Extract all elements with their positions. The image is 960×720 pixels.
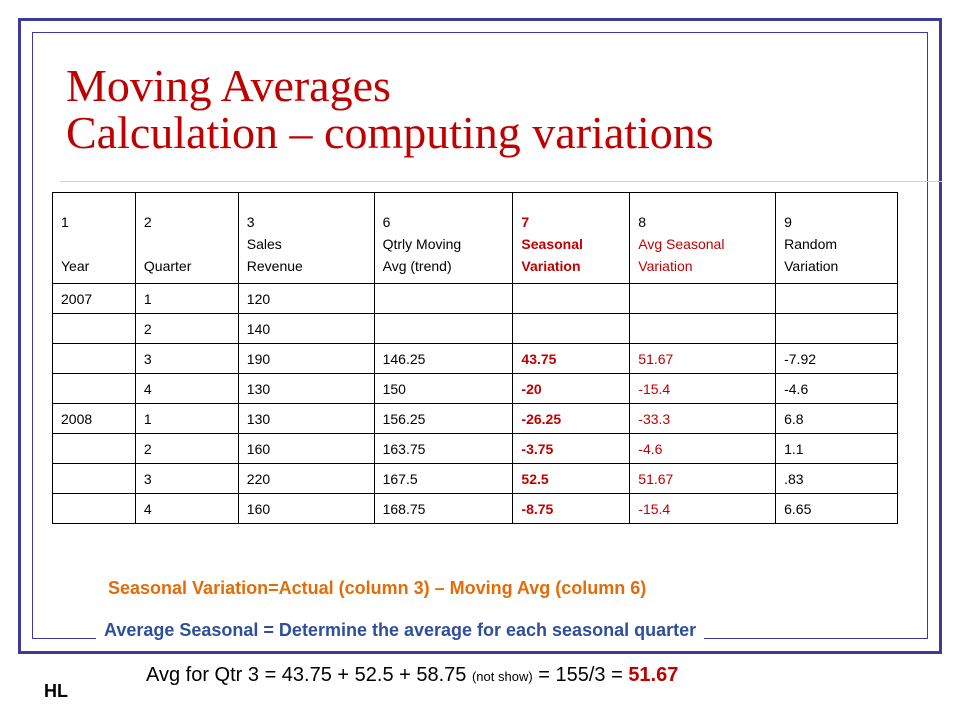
- table-row: 2 140: [52, 313, 898, 344]
- table-header-row: 1 Year 2 Quarter 3 Sales Revenue 6 Qtrly Mo…: [52, 192, 898, 284]
- cell-sales: 160: [237, 433, 375, 464]
- table-row: 2 160 163.75 -3.75 -4.6 1.1: [52, 433, 898, 464]
- cell-moving-avg: 163.75: [373, 433, 514, 464]
- header-seasonal-variation: 7 Seasonal Variation: [512, 192, 631, 284]
- table-row: 4 160 168.75 -8.75 -15.4 6.65: [52, 493, 898, 524]
- cell-random-variation: [775, 313, 898, 344]
- cell-random-variation: -7.92: [775, 343, 898, 374]
- cell-sales: 160: [237, 493, 375, 524]
- cell-moving-avg: 150: [373, 373, 514, 404]
- cell-avg-seasonal-variation: [629, 313, 777, 344]
- cell-sales: 190: [237, 343, 375, 374]
- cell-quarter: 3: [134, 343, 239, 374]
- cell-moving-avg: 146.25: [373, 343, 514, 374]
- table-row: 2008 1 130 156.25 -26.25 -33.3 6.8: [52, 403, 898, 434]
- cell-avg-seasonal-variation: -15.4: [629, 373, 777, 404]
- formula-not-shown: (not show): [471, 669, 533, 684]
- cell-moving-avg: 156.25: [373, 403, 514, 434]
- cell-random-variation: 6.65: [775, 493, 898, 524]
- cell-year: [52, 373, 136, 404]
- seasonal-variation-note: Seasonal Variation=Actual (column 3) – M…: [108, 578, 647, 599]
- cell-random-variation: 6.8: [775, 403, 898, 434]
- variation-table: 1 Year 2 Quarter 3 Sales Revenue 6 Qtrly Mo…: [52, 192, 898, 524]
- header-year: 1 Year: [52, 192, 136, 284]
- formula-middle: = 155/3 =: [532, 664, 629, 686]
- header-moving-avg: 6 Qtrly Moving Avg (trend): [373, 192, 514, 284]
- cell-seasonal-variation: -26.25: [512, 403, 631, 434]
- cell-avg-seasonal-variation: 51.67: [629, 343, 777, 374]
- cell-seasonal-variation: -3.75: [512, 433, 631, 464]
- cell-year: [52, 493, 136, 524]
- formula-result: 51.67: [628, 664, 679, 686]
- cell-year: [52, 343, 136, 374]
- cell-moving-avg: [373, 283, 514, 314]
- cell-quarter: 4: [134, 373, 239, 404]
- table-row: 4 130 150 -20 -15.4 -4.6: [52, 373, 898, 404]
- cell-avg-seasonal-variation: -4.6: [629, 433, 777, 464]
- cell-quarter: 4: [134, 493, 239, 524]
- cell-seasonal-variation: 52.5: [512, 463, 631, 494]
- cell-sales: 130: [237, 373, 375, 404]
- cell-seasonal-variation: -20: [512, 373, 631, 404]
- table-row: 3 220 167.5 52.5 51.67.83: [52, 463, 898, 494]
- cell-random-variation: -4.6: [775, 373, 898, 404]
- cell-quarter: 1: [134, 403, 239, 434]
- qtr3-average-formula: Avg for Qtr 3 = 43.75 + 52.5 + 58.75 (no…: [146, 664, 678, 687]
- title-divider: [60, 181, 942, 182]
- cell-quarter: 2: [134, 313, 239, 344]
- table-row: 3 190 146.25 43.75 51.67 -7.92: [52, 343, 898, 374]
- average-seasonal-note: Average Seasonal = Determine the average…: [96, 620, 705, 641]
- cell-avg-seasonal-variation: -15.4: [629, 493, 777, 524]
- formula-prefix: Avg for Qtr 3 = 43.75 + 52.5 + 58.75: [146, 664, 472, 686]
- cell-avg-seasonal-variation: -33.3: [629, 403, 777, 434]
- cell-seasonal-variation: [512, 283, 631, 314]
- cell-sales: 140: [237, 313, 375, 344]
- cell-moving-avg: [373, 313, 514, 344]
- cell-seasonal-variation: 43.75: [512, 343, 631, 374]
- cell-sales: 120: [237, 283, 375, 314]
- slide-frame-outer: [18, 18, 942, 654]
- cell-year: 2007: [52, 283, 136, 314]
- cell-random-variation: [775, 283, 898, 314]
- cell-year: [52, 463, 136, 494]
- title-line-2: Calculation – computing variations: [66, 107, 714, 158]
- header-quarter: 2 Quarter: [134, 192, 239, 284]
- cell-quarter: 2: [134, 433, 239, 464]
- cell-avg-seasonal-variation: [629, 283, 777, 314]
- cell-avg-seasonal-variation: 51.67: [629, 463, 777, 494]
- cell-year: 2008: [52, 403, 136, 434]
- cell-random-variation: .83: [775, 463, 898, 494]
- cell-moving-avg: 168.75: [373, 493, 514, 524]
- header-sales-revenue: 3 Sales Revenue: [237, 192, 375, 284]
- cell-quarter: 3: [134, 463, 239, 494]
- cell-seasonal-variation: -8.75: [512, 493, 631, 524]
- cell-quarter: 1: [134, 283, 239, 314]
- table-row: 2007 1 120: [52, 283, 898, 314]
- title-line-1: Moving Averages: [66, 60, 391, 111]
- table-body: 2007 1 120 2 140 3 190 146.25 43.75 51.67 -7.92 4 13…: [52, 283, 898, 524]
- cell-random-variation: 1.1: [775, 433, 898, 464]
- header-random-variation: 9 Random Variation: [775, 192, 898, 284]
- cell-sales: 130: [237, 403, 375, 434]
- header-avg-seasonal-variation: 8 Avg Seasonal Variation: [629, 192, 777, 284]
- slide-title: Moving Averages Calculation – computing …: [66, 62, 714, 156]
- cell-sales: 220: [237, 463, 375, 494]
- cell-year: [52, 433, 136, 464]
- cell-moving-avg: 167.5: [373, 463, 514, 494]
- cell-year: [52, 313, 136, 344]
- author-initials: HL: [44, 681, 68, 701]
- cell-seasonal-variation: [512, 313, 631, 344]
